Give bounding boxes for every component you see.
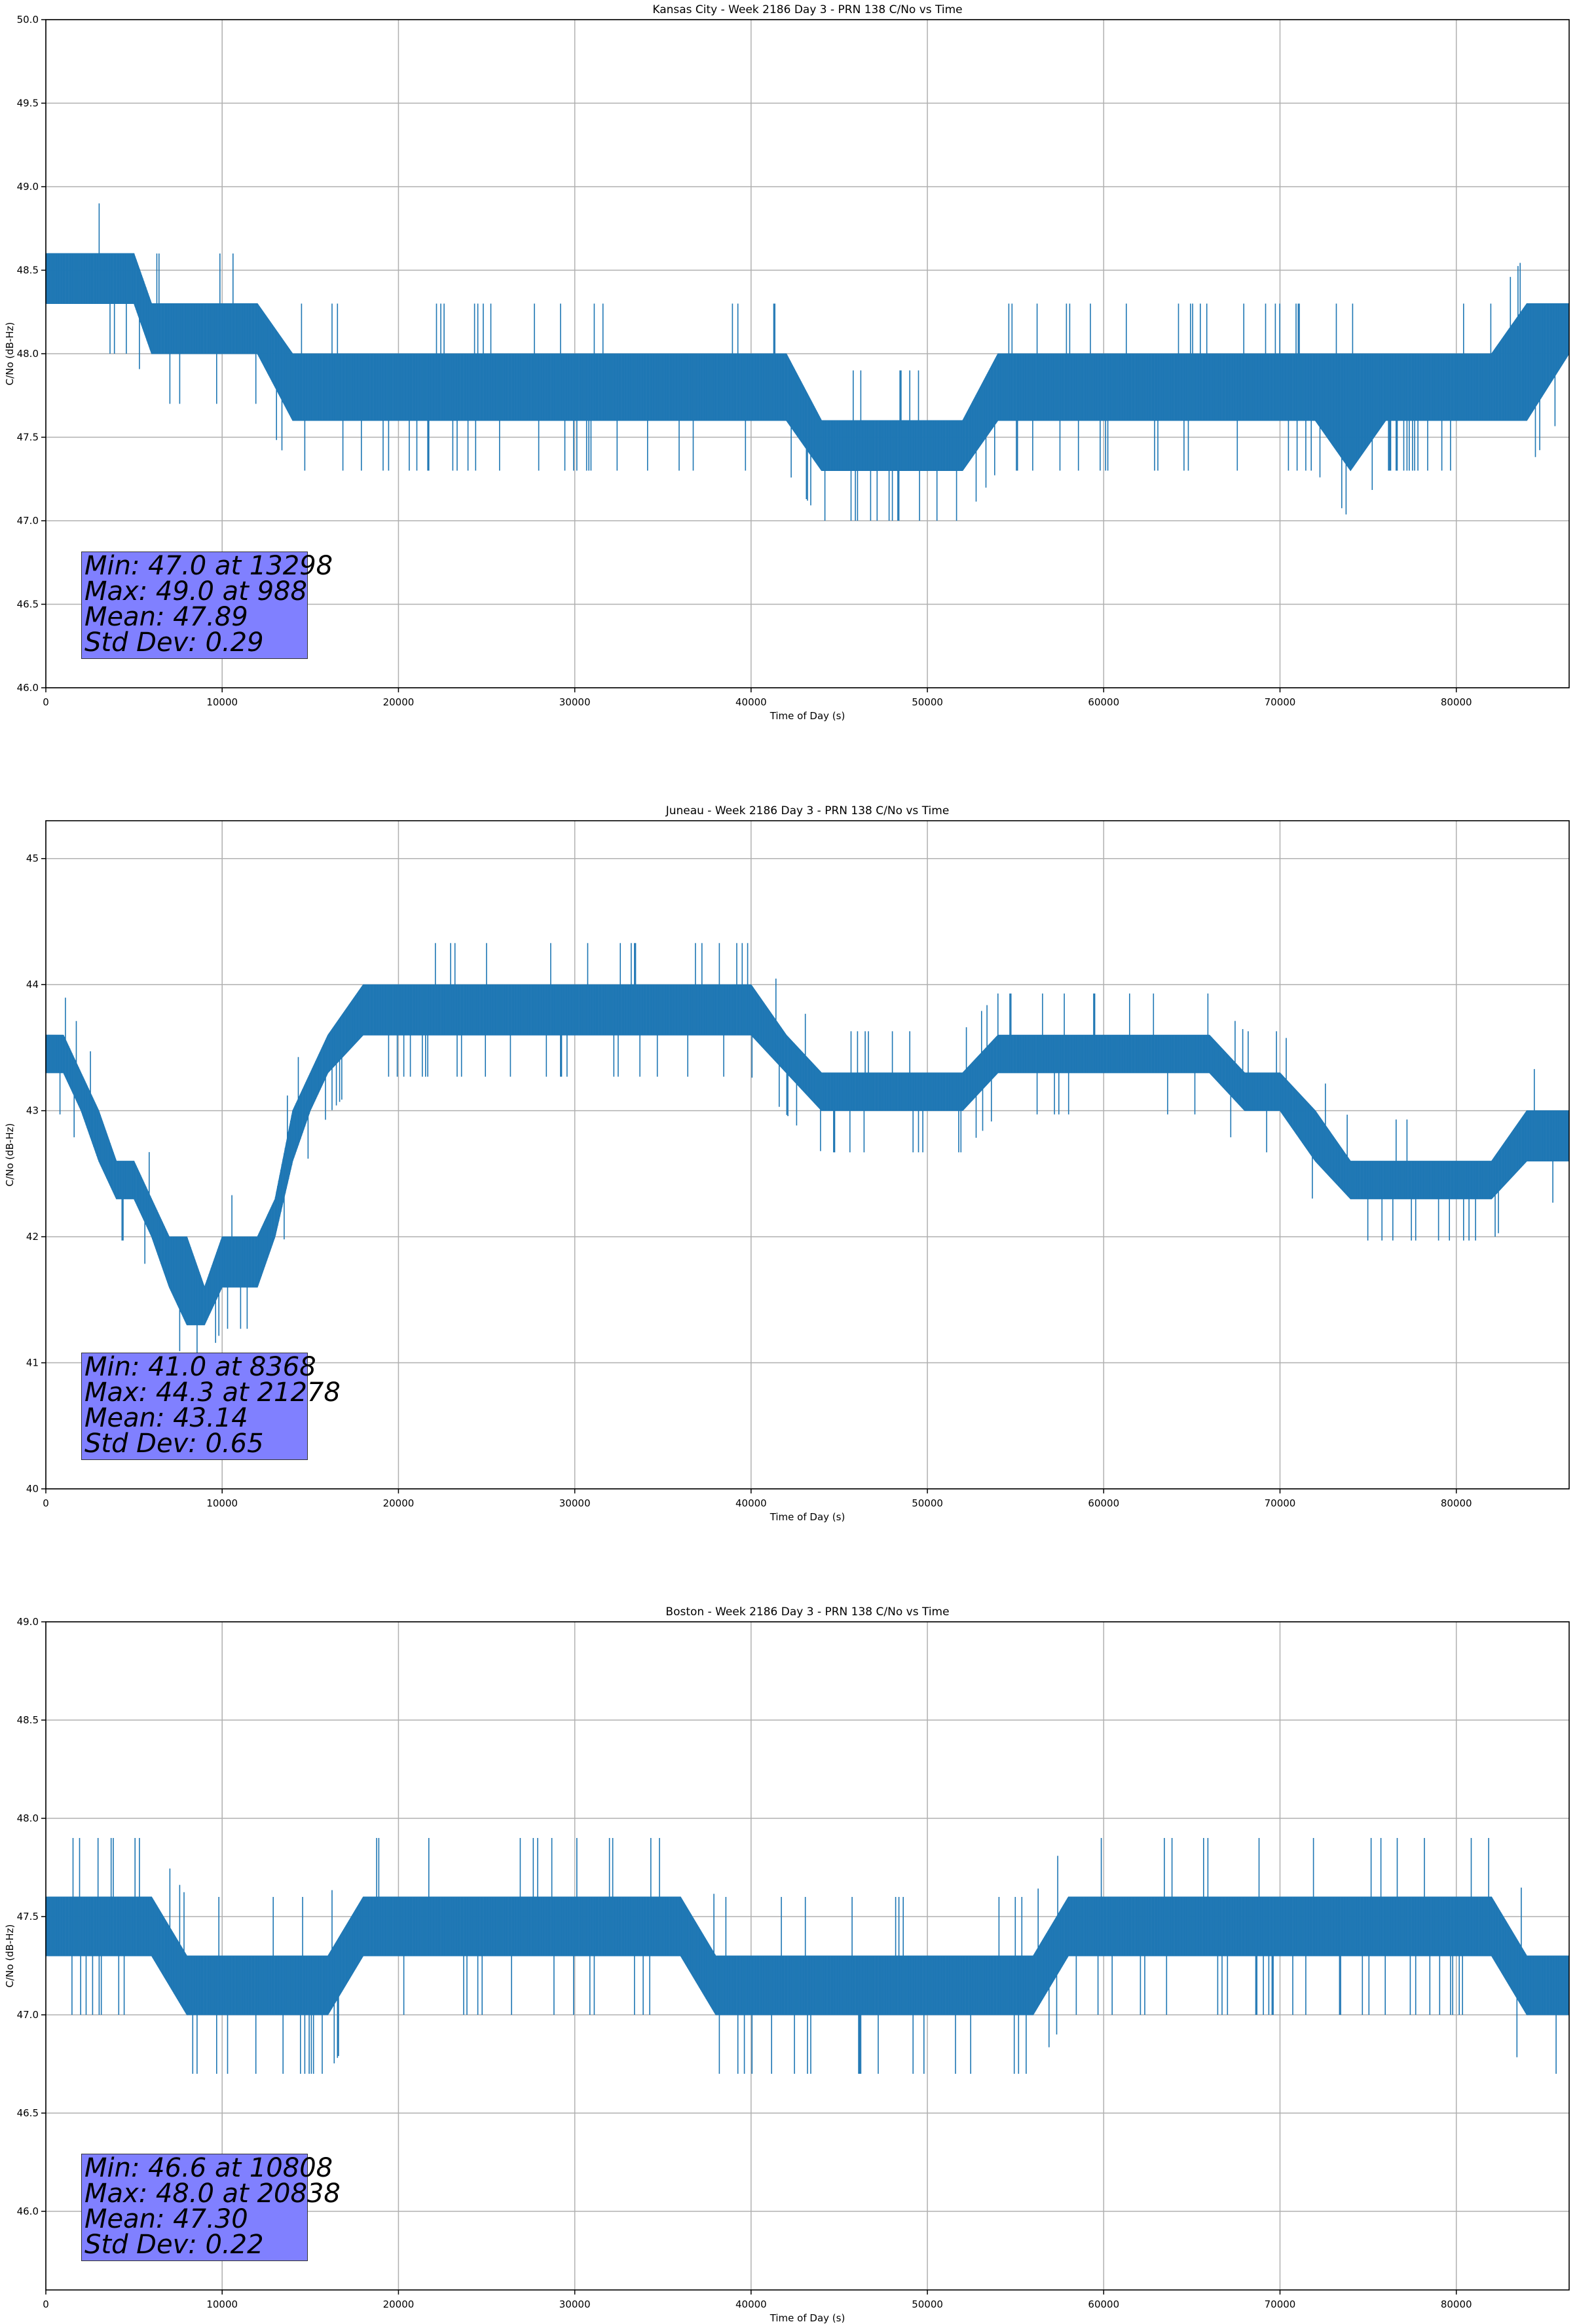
stats-line: Std Dev: 0.29 bbox=[84, 628, 264, 658]
x-axis-label: Time of Day (s) bbox=[770, 2312, 845, 2324]
y-tick-label: 50.0 bbox=[17, 14, 39, 26]
chart-2: 0 10000 20000 30000 40000 50000 60000 70000 8000… bbox=[4, 1605, 1570, 2324]
x-axis-label: Time of Day (s) bbox=[770, 1511, 845, 1523]
y-tick-label: 48.0 bbox=[17, 1812, 39, 1824]
x-tick-label: 20000 bbox=[383, 1497, 415, 1509]
stats-line: Min: 46.6 at 10808 bbox=[84, 2153, 333, 2183]
stats-line: Max: 44.3 at 21278 bbox=[84, 1378, 341, 1408]
x-tick-label: 80000 bbox=[1441, 696, 1472, 708]
y-tick-label: 46.0 bbox=[17, 2205, 39, 2217]
y-tick-label: 48.5 bbox=[17, 265, 39, 276]
stats-line: Max: 48.0 at 20838 bbox=[84, 2179, 341, 2209]
y-tick-label: 46.5 bbox=[17, 2107, 39, 2119]
x-tick-label: 10000 bbox=[206, 1497, 238, 1509]
chart-0: 0 10000 20000 30000 40000 50000 60000 70000 8000… bbox=[4, 3, 1570, 722]
x-tick-label: 40000 bbox=[735, 1497, 767, 1509]
stats-line: Mean: 47.30 bbox=[84, 2204, 248, 2234]
stats-line: Min: 47.0 at 13298 bbox=[84, 551, 333, 581]
stats-box: Min: 46.6 at 10808 Max: 48.0 at 20838 Mean… bbox=[81, 2153, 341, 2261]
y-tick-label: 48.0 bbox=[17, 348, 39, 360]
y-axis-label: C/No (dB-Hz) bbox=[4, 1123, 16, 1187]
y-tick-label: 42 bbox=[26, 1231, 39, 1243]
x-tick-label: 80000 bbox=[1441, 2298, 1472, 2310]
y-tick-label: 48.5 bbox=[17, 1714, 39, 1726]
x-tick-label: 70000 bbox=[1265, 1497, 1296, 1509]
stats-line: Mean: 43.14 bbox=[84, 1403, 248, 1433]
chart-title: Boston - Week 2186 Day 3 - PRN 138 C/No … bbox=[665, 1605, 949, 1619]
x-tick-label: 60000 bbox=[1088, 696, 1119, 708]
x-tick-label: 50000 bbox=[912, 696, 943, 708]
x-tick-label: 70000 bbox=[1265, 696, 1296, 708]
stats-line: Std Dev: 0.22 bbox=[84, 2230, 264, 2260]
y-tick-label: 49.5 bbox=[17, 98, 39, 109]
x-tick-label: 10000 bbox=[206, 2298, 238, 2310]
y-tick-label: 46.5 bbox=[17, 599, 39, 610]
x-tick-label: 50000 bbox=[912, 1497, 943, 1509]
stats-line: Std Dev: 0.65 bbox=[84, 1429, 264, 1459]
y-tick-label: 41 bbox=[26, 1357, 39, 1369]
stats-box: Min: 47.0 at 13298 Max: 49.0 at 988 Mean: … bbox=[81, 551, 333, 659]
x-tick-label: 60000 bbox=[1088, 2298, 1119, 2310]
y-tick-label: 40 bbox=[26, 1483, 39, 1495]
stats-line: Mean: 47.89 bbox=[84, 602, 248, 632]
x-tick-label: 10000 bbox=[206, 696, 238, 708]
x-tick-label: 30000 bbox=[559, 696, 591, 708]
stats-line: Min: 41.0 at 8368 bbox=[84, 1352, 316, 1382]
stats-line: Max: 49.0 at 988 bbox=[84, 576, 307, 607]
axes-frame bbox=[45, 820, 1570, 1490]
chart-1: 0 10000 20000 30000 40000 50000 60000 70000 8000… bbox=[4, 804, 1570, 1523]
chart-title: Kansas City - Week 2186 Day 3 - PRN 138 … bbox=[652, 3, 962, 16]
x-tick-label: 70000 bbox=[1265, 2298, 1296, 2310]
y-tick-label: 43 bbox=[26, 1105, 39, 1117]
series-band bbox=[45, 984, 1570, 1326]
chart-title: Juneau - Week 2186 Day 3 - PRN 138 C/No … bbox=[665, 804, 950, 817]
y-tick-label: 47.0 bbox=[17, 2009, 39, 2021]
x-tick-label: 40000 bbox=[735, 2298, 767, 2310]
x-tick-label: 50000 bbox=[912, 2298, 943, 2310]
axes-frame bbox=[45, 1621, 1570, 2291]
x-tick-label: 0 bbox=[43, 696, 49, 708]
y-axis-label: C/No (dB-Hz) bbox=[4, 322, 16, 386]
x-tick-label: 30000 bbox=[559, 2298, 591, 2310]
x-tick-label: 20000 bbox=[383, 696, 415, 708]
y-axis-label: C/No (dB-Hz) bbox=[4, 1924, 16, 1988]
y-tick-label: 47.5 bbox=[17, 1911, 39, 1922]
y-tick-label: 47.5 bbox=[17, 432, 39, 443]
y-tick-label: 47.0 bbox=[17, 515, 39, 527]
y-tick-label: 49.0 bbox=[17, 1616, 39, 1628]
y-tick-label: 46.0 bbox=[17, 682, 39, 694]
x-tick-label: 30000 bbox=[559, 1497, 591, 1509]
x-tick-label: 40000 bbox=[735, 696, 767, 708]
x-tick-label: 0 bbox=[43, 2298, 49, 2310]
x-tick-label: 80000 bbox=[1441, 1497, 1472, 1509]
y-tick-label: 49.0 bbox=[17, 181, 39, 193]
x-axis-label: Time of Day (s) bbox=[770, 710, 845, 722]
x-tick-label: 20000 bbox=[383, 2298, 415, 2310]
stats-box: Min: 41.0 at 8368 Max: 44.3 at 21278 Mean:… bbox=[81, 1352, 341, 1460]
y-tick-label: 45 bbox=[26, 853, 39, 865]
x-tick-label: 0 bbox=[43, 1497, 49, 1509]
x-tick-label: 60000 bbox=[1088, 1497, 1119, 1509]
series-band bbox=[45, 253, 1570, 472]
y-tick-label: 44 bbox=[26, 979, 39, 990]
